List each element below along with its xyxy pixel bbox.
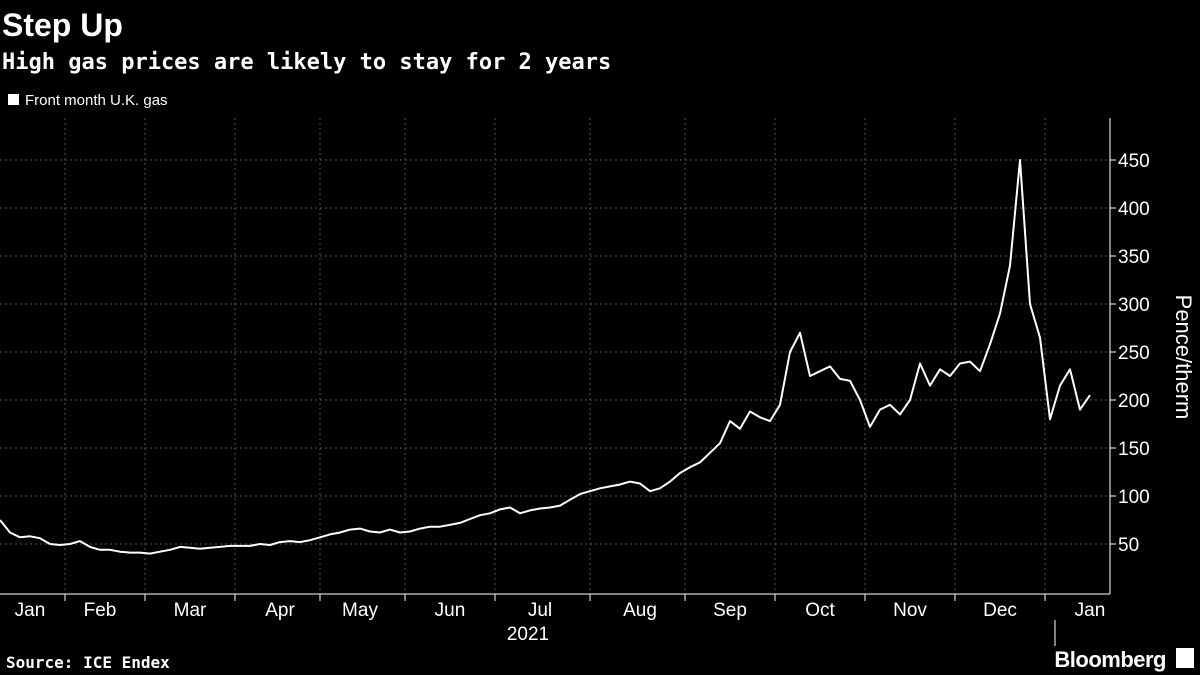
x-tick-label: Mar xyxy=(174,600,207,621)
x-tick-label: May xyxy=(342,600,378,621)
y-tick-label: 400 xyxy=(1118,199,1150,220)
brand: Bloomberg xyxy=(1054,647,1166,672)
x-tick-label: Jul xyxy=(528,600,552,621)
y-tick-label: 450 xyxy=(1118,151,1150,172)
y-tick-label: 250 xyxy=(1118,343,1150,364)
x-tick-label: Jun xyxy=(435,600,466,621)
y-tick-label: 50 xyxy=(1118,535,1139,556)
y-tick-label: 300 xyxy=(1118,295,1150,316)
x-tick-label: Jan xyxy=(1075,600,1106,621)
y-tick-label: 150 xyxy=(1118,439,1150,460)
x-tick-label: Nov xyxy=(893,600,927,621)
chart-title: Step Up xyxy=(2,7,123,43)
x-tick-label: Jan xyxy=(15,600,46,621)
y-tick-label: 100 xyxy=(1118,487,1150,508)
y-tick-label: 350 xyxy=(1118,247,1150,268)
x-tick-label: Apr xyxy=(265,600,295,621)
x-axis-label: 2021 xyxy=(507,624,549,645)
x-tick-label: Dec xyxy=(983,600,1017,621)
x-tick-label: Sep xyxy=(713,600,747,621)
y-axis-label: Pence/therm xyxy=(1171,295,1196,420)
source: Source: ICE Endex xyxy=(6,653,170,672)
brand-icon xyxy=(1176,648,1194,668)
x-tick-label: Oct xyxy=(805,600,835,621)
chart-subtitle: High gas prices are likely to stay for 2… xyxy=(2,50,611,75)
x-tick-label: Aug xyxy=(623,600,657,621)
y-tick-label: 200 xyxy=(1118,391,1150,412)
series-line xyxy=(0,159,1091,555)
legend-swatch xyxy=(8,94,19,105)
legend-label: Front month U.K. gas xyxy=(25,92,168,109)
x-tick-label: Feb xyxy=(84,600,117,621)
